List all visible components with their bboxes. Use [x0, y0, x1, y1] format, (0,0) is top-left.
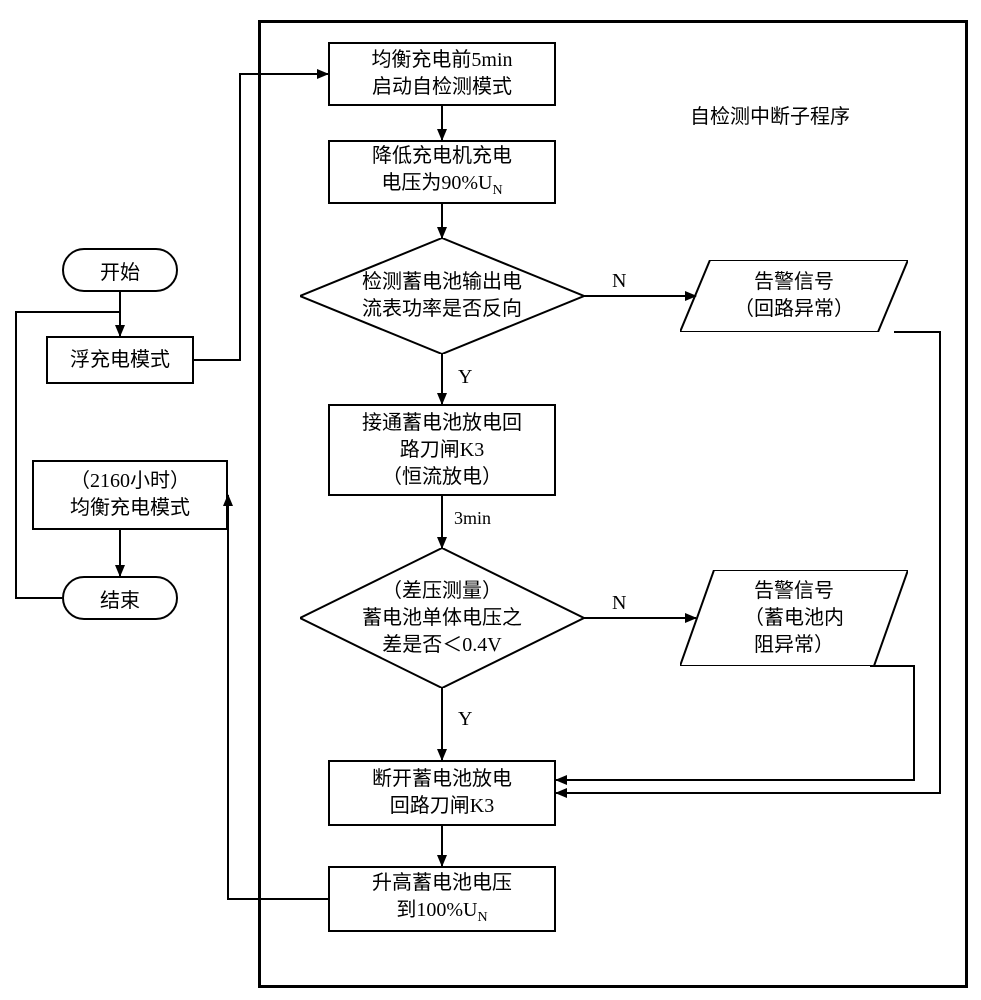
alarm1-l2: （回路异常） — [734, 296, 854, 323]
alarm2-l1: 告警信号 — [744, 578, 844, 605]
dec1-yes-label: Y — [458, 366, 472, 389]
alarm2-l2: （蓄电池内 — [744, 605, 844, 632]
dec1-l2: 流表功率是否反向 — [362, 296, 522, 323]
flowchart-canvas: 自检测中断子程序 开始 浮充电模式 （2160小时） 均衡充电模式 结束 均衡充… — [0, 0, 981, 1000]
dec2-yes-label: Y — [458, 708, 472, 731]
dec2-l2: 蓄电池单体电压之 — [362, 605, 522, 632]
connectors — [0, 0, 981, 1000]
dec2-l1: （差压测量） — [362, 578, 522, 605]
dec2-no-label: N — [612, 592, 626, 615]
alarm1-l1: 告警信号 — [734, 269, 854, 296]
dec1-no-label: N — [612, 270, 626, 293]
dec1-l1: 检测蓄电池输出电 — [362, 269, 522, 296]
wait-3min-label: 3min — [454, 508, 491, 529]
dec2-l3: 差是否＜0.4V — [362, 632, 522, 659]
alarm2-l3: 阻异常） — [744, 632, 844, 659]
